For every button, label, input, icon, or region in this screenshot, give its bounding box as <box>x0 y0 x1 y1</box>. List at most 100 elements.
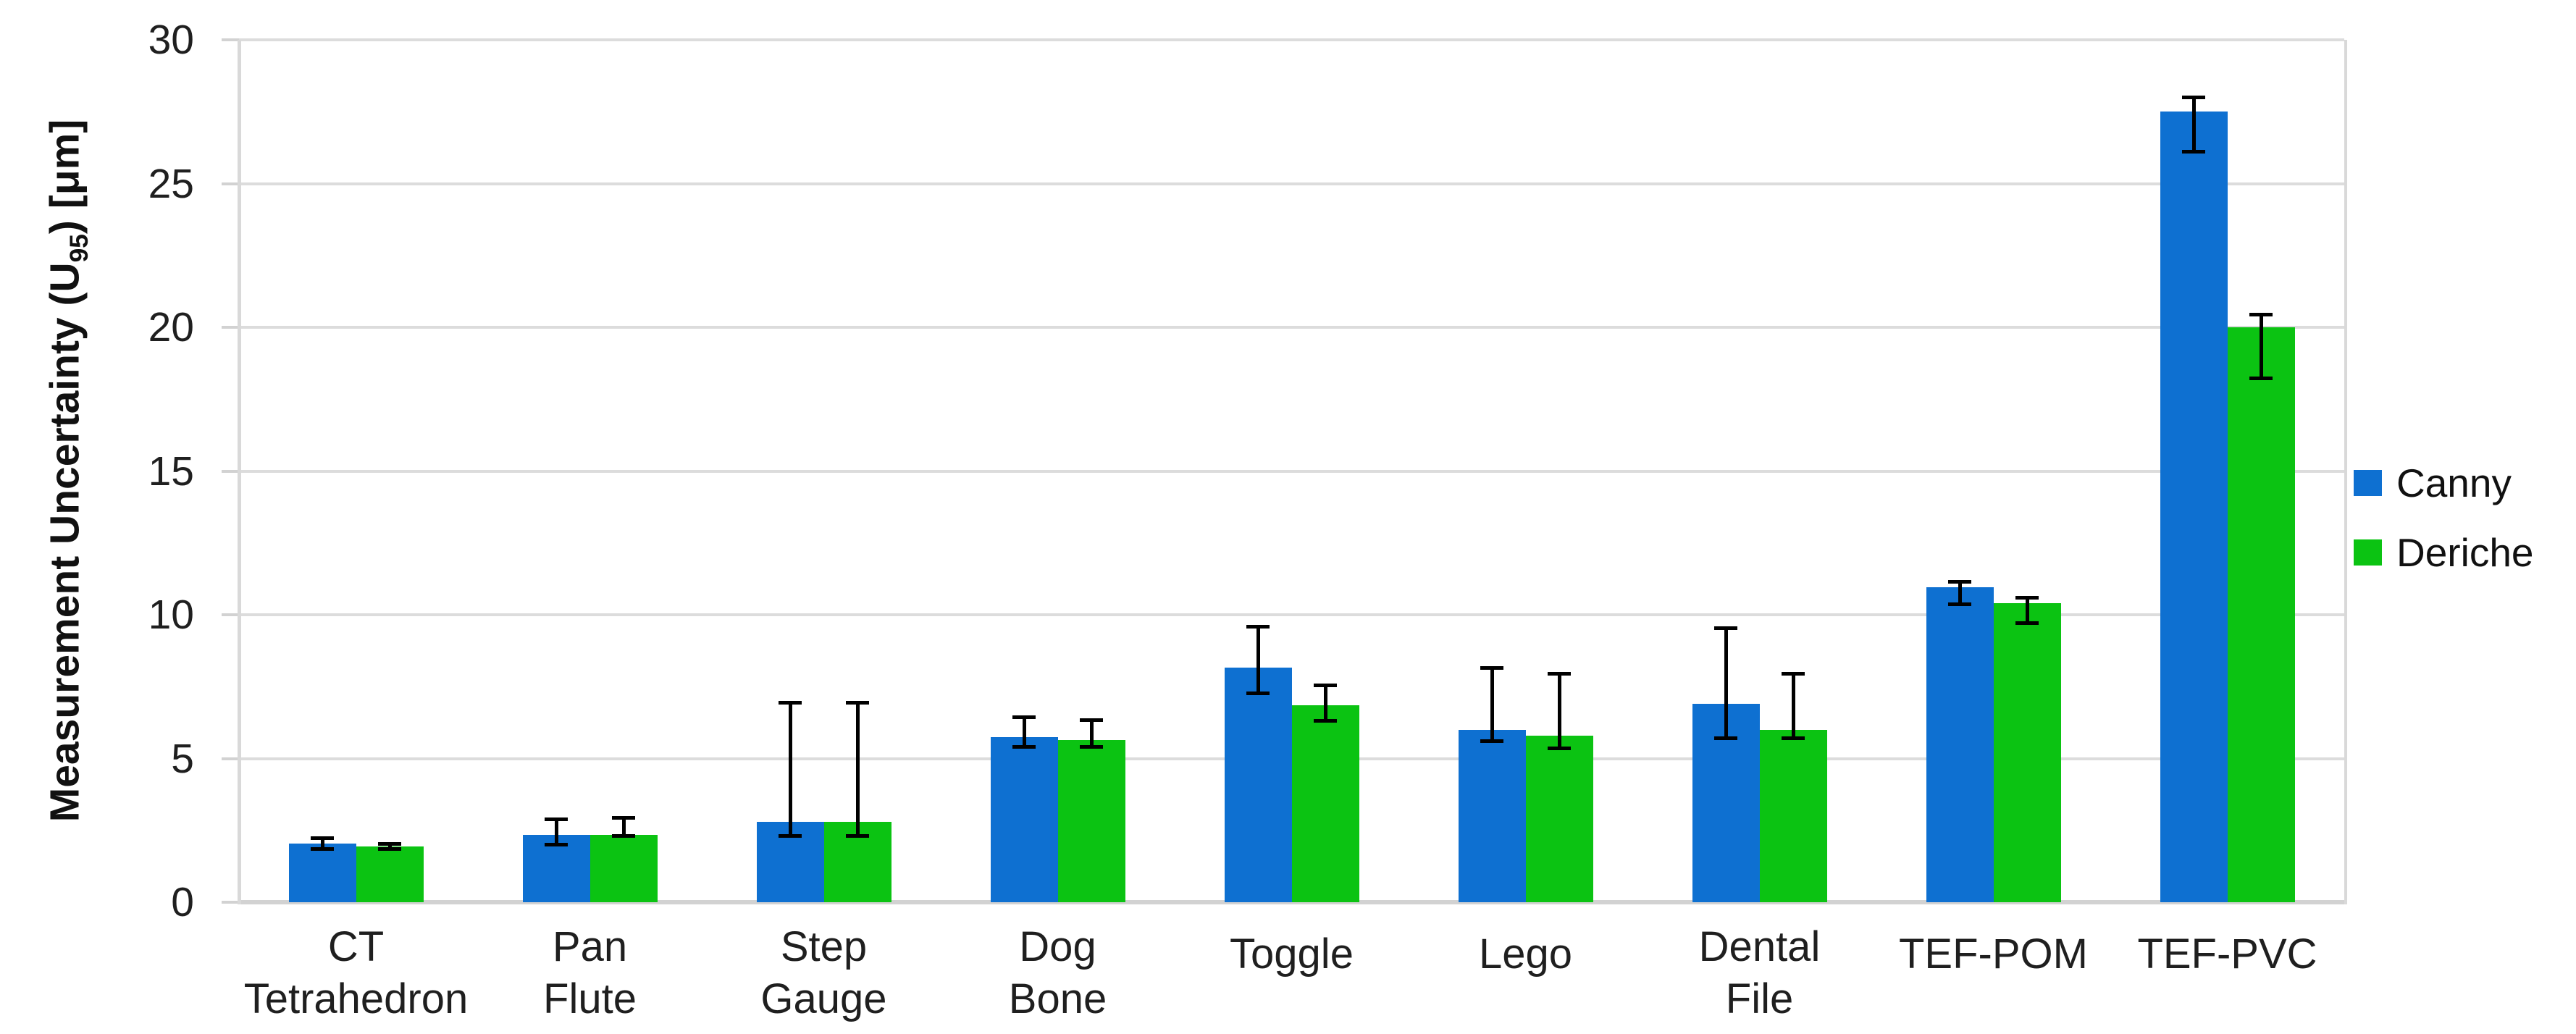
error-cap-bottom <box>2182 149 2205 154</box>
y-axis-line <box>238 40 241 904</box>
error-bar-canny-tef-pvc <box>2191 97 2196 152</box>
error-cap-top <box>1948 580 1971 584</box>
error-bar-canny-lego <box>1490 668 1494 741</box>
error-cap-top <box>1246 624 1270 629</box>
bar-deriche-dental-file <box>1759 729 1827 902</box>
error-cap-top <box>1314 684 1337 688</box>
x-axis-label-tef-pom: TEF-POM <box>1899 930 2088 978</box>
y-tick-5 <box>222 757 239 760</box>
error-bar-canny-dog-bone <box>1022 716 1026 747</box>
x-axis-label-tef-pvc: TEF-PVC <box>2137 930 2317 978</box>
y-tick-label-20: 20 <box>148 304 194 350</box>
bar-canny-dog-bone <box>990 736 1058 902</box>
error-cap-bottom <box>1480 739 1503 743</box>
x-axis-line <box>238 900 2346 904</box>
error-cap-top <box>1714 626 1737 630</box>
legend-item-canny: Canny <box>2354 461 2534 505</box>
error-cap-bottom <box>846 833 869 838</box>
x-axis-label-dental-file: Dental File <box>1698 923 1821 1022</box>
error-cap-bottom <box>779 833 802 838</box>
bar-deriche-tef-pom <box>1993 603 2061 902</box>
x-axis-label-toggle: Toggle <box>1230 930 1354 978</box>
legend-label-canny: Canny <box>2396 461 2512 505</box>
error-bar-deriche-ct-tetrahedron <box>387 843 392 849</box>
bar-deriche-ct-tetrahedron <box>356 846 424 902</box>
error-cap-top <box>779 701 802 705</box>
x-axis-label-ct-tetrahedron: CT Tetrahedron <box>243 923 469 1022</box>
legend-label-deriche: Deriche <box>2396 530 2534 575</box>
y-tick-label-25: 25 <box>148 160 194 207</box>
bar-canny-tef-pom <box>1926 587 1994 902</box>
bar-deriche-tef-pvc <box>2227 327 2295 902</box>
legend-swatch-canny <box>2354 470 2382 496</box>
error-cap-top <box>1012 715 1036 719</box>
y-tick-label-10: 10 <box>148 592 194 638</box>
error-bar-deriche-dog-bone <box>1089 719 1094 747</box>
error-bar-canny-pan-flute <box>554 818 558 845</box>
error-bar-canny-ct-tetrahedron <box>320 837 324 849</box>
y-tick-15 <box>222 469 239 473</box>
error-bar-canny-toggle <box>1256 626 1260 694</box>
bar-deriche-lego <box>1525 735 1593 902</box>
error-cap-top <box>2015 596 2039 600</box>
error-cap-bottom <box>1080 744 1103 749</box>
error-cap-bottom <box>1782 736 1805 740</box>
error-cap-top <box>311 836 334 840</box>
error-cap-bottom <box>612 833 635 838</box>
x-axis-label-step-gauge: Step Gauge <box>760 923 887 1022</box>
error-cap-bottom <box>1948 602 1971 607</box>
x-axis-label-dog-bone: Dog Bone <box>1008 923 1107 1022</box>
bar-canny-lego <box>1458 729 1526 902</box>
error-cap-bottom <box>311 846 334 851</box>
error-cap-bottom <box>2015 621 2039 625</box>
y-axis-title-subscript: 95 <box>64 234 93 263</box>
error-cap-bottom <box>1314 718 1337 723</box>
bar-canny-toggle <box>1224 668 1292 902</box>
error-cap-bottom <box>1246 692 1270 696</box>
error-cap-bottom <box>2249 377 2273 381</box>
y-tick-10 <box>222 613 239 616</box>
bar-deriche-dog-bone <box>1057 739 1125 902</box>
gridline-20 <box>239 326 2344 329</box>
x-axis-label-lego: Lego <box>1478 930 1573 978</box>
error-cap-top <box>545 817 568 821</box>
error-bar-deriche-tef-pom <box>2025 597 2029 623</box>
error-bar-canny-step-gauge <box>788 702 792 836</box>
error-cap-bottom <box>378 846 401 851</box>
y-tick-30 <box>222 38 239 41</box>
y-tick-label-5: 5 <box>171 735 194 782</box>
error-bar-deriche-dental-file <box>1791 673 1795 739</box>
gridline-10 <box>239 613 2344 616</box>
y-tick-label-30: 30 <box>148 17 194 63</box>
error-cap-top <box>378 841 401 846</box>
legend-swatch-deriche <box>2354 539 2382 566</box>
error-cap-bottom <box>1012 744 1036 749</box>
error-bar-deriche-lego <box>1557 673 1561 749</box>
bar-canny-ct-tetrahedron <box>288 843 356 902</box>
error-cap-top <box>1480 666 1503 671</box>
error-bar-deriche-tef-pvc <box>2259 314 2263 379</box>
error-cap-top <box>1548 672 1571 676</box>
legend: Canny Deriche <box>2354 461 2534 575</box>
error-cap-top <box>612 815 635 820</box>
error-bar-canny-dental-file <box>1724 627 1728 739</box>
gridline-15 <box>239 469 2344 473</box>
error-cap-top <box>846 701 869 705</box>
error-cap-bottom <box>545 842 568 846</box>
error-cap-top <box>2249 313 2273 317</box>
error-bar-canny-tef-pom <box>1958 581 1962 605</box>
y-tick-label-15: 15 <box>148 447 194 495</box>
x-axis-label-pan-flute: Pan Flute <box>543 923 637 1022</box>
error-cap-bottom <box>1714 736 1737 740</box>
error-bar-deriche-pan-flute <box>621 817 626 836</box>
gridline-30 <box>239 38 2344 41</box>
error-cap-bottom <box>1548 746 1571 750</box>
bar-canny-tef-pvc <box>2160 112 2228 902</box>
plot-right-border <box>2344 40 2347 904</box>
y-tick-0 <box>222 901 239 904</box>
gridline-25 <box>239 182 2344 185</box>
error-cap-top <box>1782 672 1805 676</box>
error-bar-deriche-step-gauge <box>855 702 860 836</box>
error-cap-top <box>1080 718 1103 722</box>
